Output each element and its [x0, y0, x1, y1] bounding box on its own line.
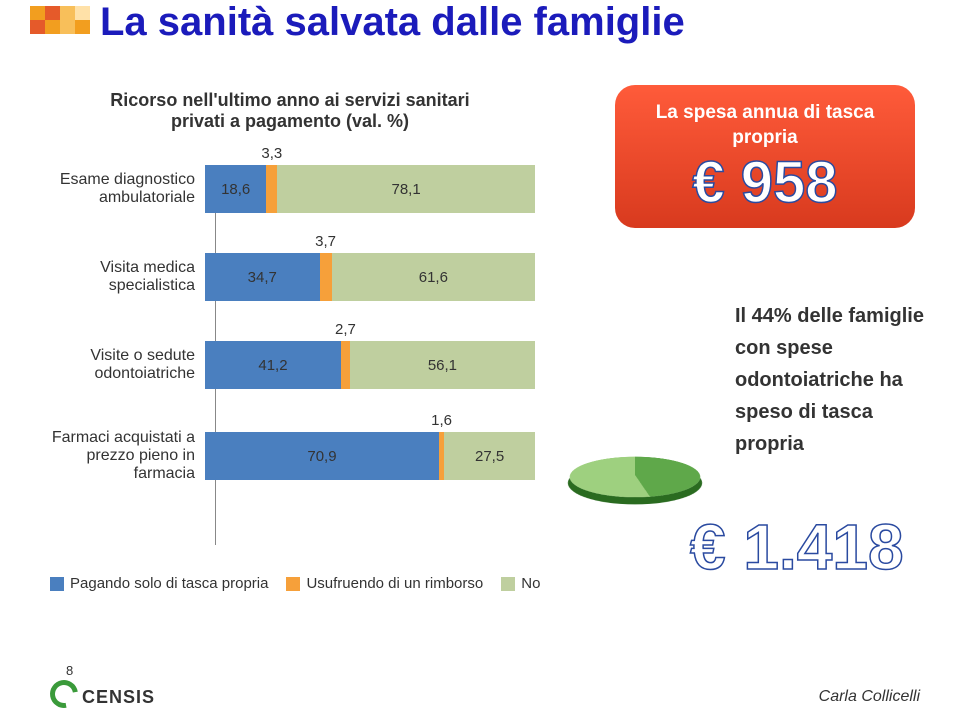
bar-segment: 78,1 [277, 165, 535, 213]
legend-item: No [501, 575, 540, 592]
pill-value: € 958 [637, 154, 893, 212]
bar-segment: 3,3 [266, 165, 277, 213]
row-label: Farmaci acquistati a prezzo pieno in far… [40, 429, 205, 483]
bar-track: 41,22,756,1 [205, 341, 535, 389]
pie-chart [570, 440, 710, 540]
legend-swatch [501, 577, 515, 591]
bar-track: 70,91,627,5 [205, 432, 535, 480]
page-title: La sanità salvata dalle famiglie [100, 0, 685, 45]
legend-item: Pagando solo di tasca propria [50, 575, 268, 592]
footer-author: Carla Collicelli [819, 688, 920, 706]
row-label: Esame diagnostico ambulatoriale [40, 171, 205, 207]
brand-logo: CENSIS [50, 680, 155, 708]
annual-spend-pill: La spesa annua di tasca propria € 958 [615, 85, 915, 228]
row-label: Visite o sedute odontoiatriche [40, 347, 205, 383]
legend-label: Pagando solo di tasca propria [70, 575, 268, 592]
legend-label: No [521, 575, 540, 592]
legend-item: Usufruendo di un rimborso [286, 575, 483, 592]
row-label: Visita medica specialistica [40, 259, 205, 295]
bar-segment: 18,6 [205, 165, 266, 213]
chart-legend: Pagando solo di tasca propria Usufruendo … [50, 575, 540, 592]
legend-swatch [50, 577, 64, 591]
logo-icon [45, 675, 84, 714]
header-squares-deco [30, 6, 90, 34]
stacked-bar-chart: Esame diagnostico ambulatoriale18,63,378… [40, 165, 550, 605]
bar-segment: 56,1 [350, 341, 535, 389]
chart-row: Farmaci acquistati a prezzo pieno in far… [40, 429, 550, 483]
bar-segment: 2,7 [341, 341, 350, 389]
legend-label: Usufruendo di un rimborso [306, 575, 483, 592]
bar-segment: 3,7 [320, 253, 332, 301]
bar-segment: 34,7 [205, 253, 320, 301]
bar-segment: 27,5 [444, 432, 535, 480]
chart-row: Visita medica specialistica34,73,761,6 [40, 253, 550, 301]
bar-track: 18,63,378,1 [205, 165, 535, 213]
page-number: 8 [66, 663, 73, 678]
legend-swatch [286, 577, 300, 591]
bar-segment: 61,6 [332, 253, 535, 301]
side-note: Il 44% delle famiglie con spese odontoia… [735, 300, 925, 460]
bar-segment: 41,2 [205, 341, 341, 389]
chart-row: Visite o sedute odontoiatriche41,22,756,… [40, 341, 550, 389]
chart-row: Esame diagnostico ambulatoriale18,63,378… [40, 165, 550, 213]
bar-track: 34,73,761,6 [205, 253, 535, 301]
chart-subtitle: Ricorso nell'ultimo anno ai servizi sani… [105, 90, 475, 132]
side-value: € 1.418 [690, 510, 904, 584]
pill-text: La spesa annua di tasca propria [637, 101, 893, 150]
brand-text: CENSIS [82, 687, 155, 708]
bar-segment: 70,9 [205, 432, 439, 480]
